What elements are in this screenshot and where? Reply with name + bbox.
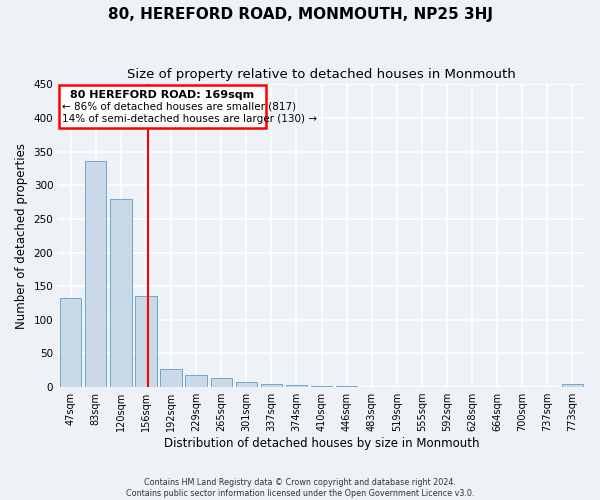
- Bar: [311, 386, 332, 387]
- Bar: [136, 296, 157, 387]
- Bar: [336, 386, 358, 387]
- Title: Size of property relative to detached houses in Monmouth: Size of property relative to detached ho…: [127, 68, 516, 80]
- Bar: [211, 378, 232, 387]
- Text: 80, HEREFORD ROAD, MONMOUTH, NP25 3HJ: 80, HEREFORD ROAD, MONMOUTH, NP25 3HJ: [107, 8, 493, 22]
- X-axis label: Distribution of detached houses by size in Monmouth: Distribution of detached houses by size …: [164, 437, 479, 450]
- Text: ← 86% of detached houses are smaller (817): ← 86% of detached houses are smaller (81…: [62, 102, 296, 112]
- Bar: [85, 161, 106, 387]
- Bar: [562, 384, 583, 387]
- Text: Contains HM Land Registry data © Crown copyright and database right 2024.
Contai: Contains HM Land Registry data © Crown c…: [126, 478, 474, 498]
- Bar: [261, 384, 282, 387]
- Bar: [286, 385, 307, 387]
- Bar: [110, 199, 131, 387]
- Bar: [236, 382, 257, 387]
- Bar: [60, 298, 82, 387]
- Text: 80 HEREFORD ROAD: 169sqm: 80 HEREFORD ROAD: 169sqm: [70, 90, 254, 100]
- Y-axis label: Number of detached properties: Number of detached properties: [15, 143, 28, 329]
- Bar: [59, 85, 266, 128]
- Text: 14% of semi-detached houses are larger (130) →: 14% of semi-detached houses are larger (…: [62, 114, 317, 124]
- Bar: [185, 375, 207, 387]
- Bar: [160, 369, 182, 387]
